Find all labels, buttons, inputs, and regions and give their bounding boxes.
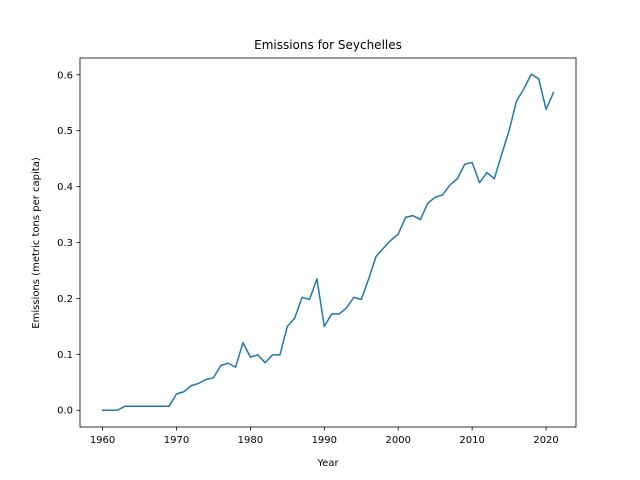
x-tick-label: 1990	[312, 435, 337, 446]
y-tick-label: 0.0	[57, 406, 73, 417]
x-tick-label: 1970	[164, 435, 189, 446]
plot-area: 1960 1970 1980 1990 2000 2010 2020 0.0 0.1 0.2 0.3…	[57, 57, 577, 446]
y-tick-label: 0.6	[57, 70, 73, 81]
y-tick-label: 0.1	[57, 350, 73, 361]
x-tick-label: 2000	[385, 435, 410, 446]
y-tick-label: 0.5	[57, 126, 73, 137]
x-tick-label: 1960	[90, 435, 115, 446]
x-tick-label: 2020	[533, 435, 558, 446]
y-tick-label: 0.2	[57, 294, 73, 305]
chart-title: Emissions for Seychelles	[254, 38, 402, 52]
x-axis-label: Year	[316, 458, 339, 469]
x-tick-label: 1980	[238, 435, 263, 446]
y-axis-label: Emissions (metric tons per capita)	[31, 157, 42, 329]
x-tick-label: 2010	[459, 435, 484, 446]
y-tick-label: 0.4	[57, 182, 73, 193]
series-line-0	[101, 73, 555, 411]
y-tick-label: 0.3	[57, 238, 73, 249]
